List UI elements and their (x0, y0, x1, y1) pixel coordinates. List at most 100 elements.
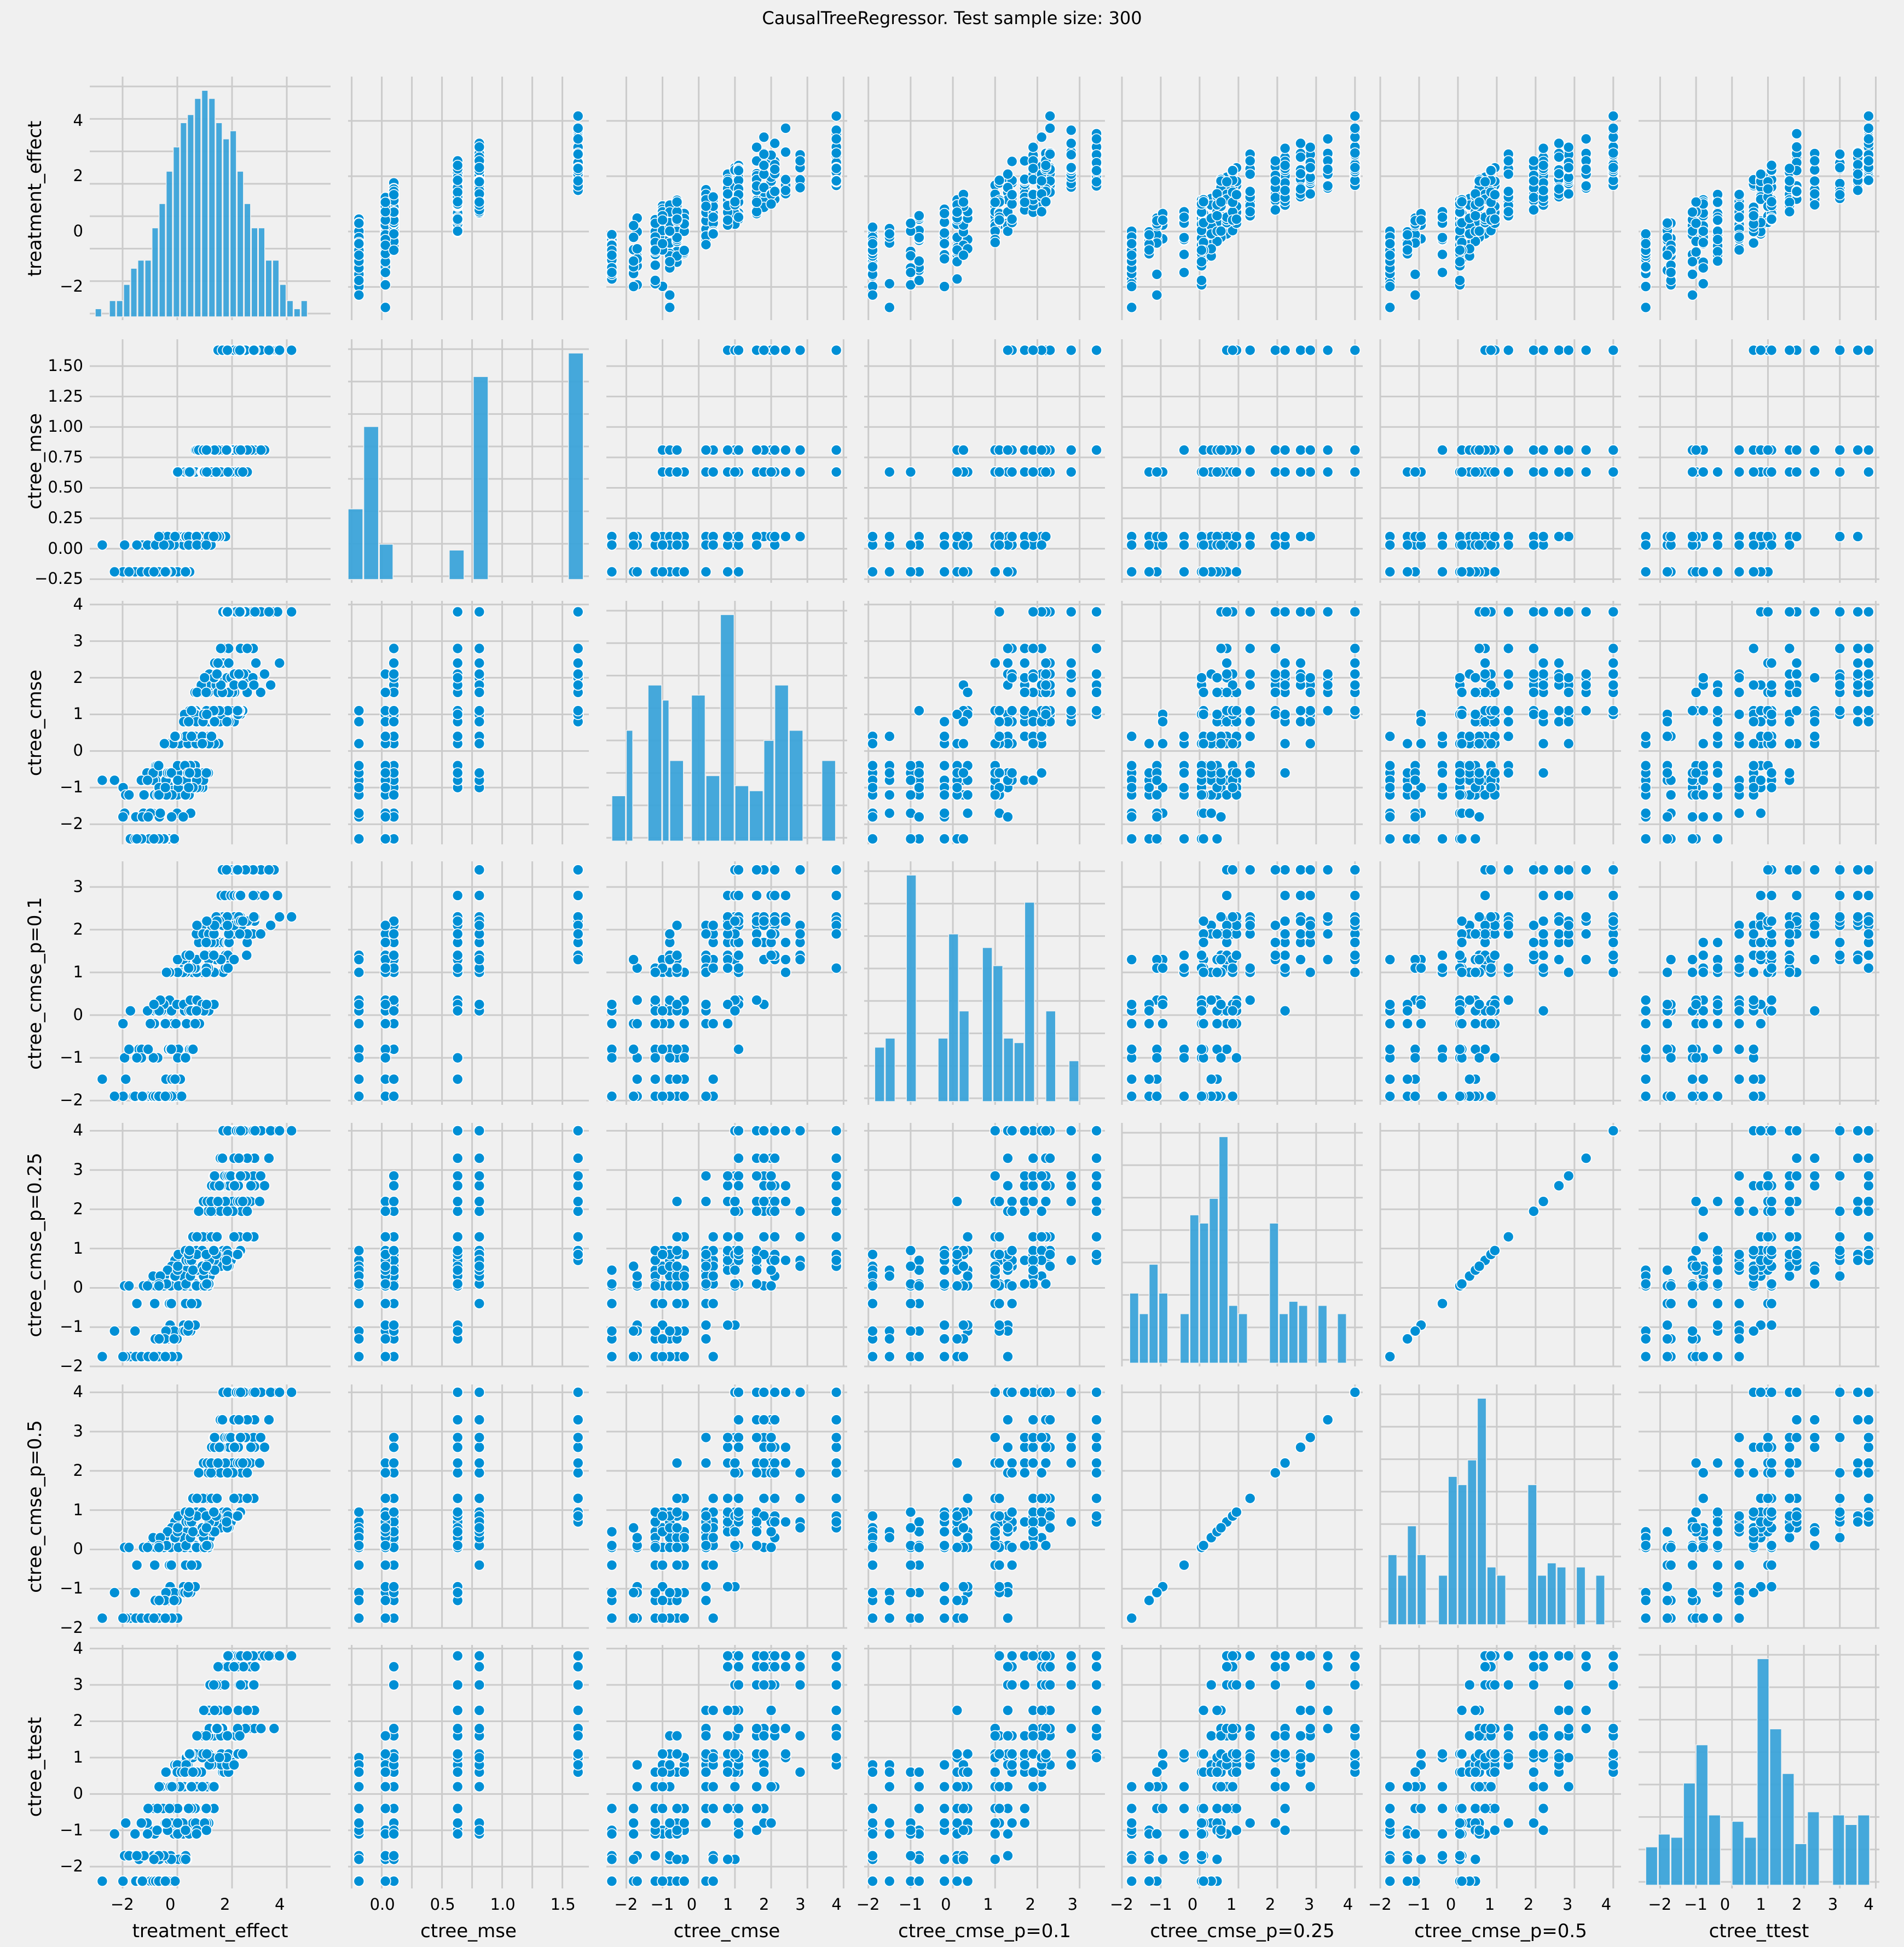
panel-ctree_cmse_p=0.25-vs-ctree_ttest (1639, 1123, 1879, 1367)
panel-ctree_cmse_p=0.5-vs-treatment_effect (90, 1384, 331, 1629)
histogram-bar (1438, 1574, 1448, 1625)
panel-ctree_cmse-vs-ctree_mse (348, 601, 589, 845)
x-axis-label: treatment_effect (132, 1920, 288, 1942)
y-tick-label: −1 (60, 1048, 83, 1067)
y-tick-label: 1 (73, 1238, 83, 1258)
x-tick-label: 3 (795, 1895, 806, 1914)
y-tick-label: 0.75 (48, 447, 83, 466)
x-tick-label: 2 (1025, 1895, 1035, 1914)
panel-ctree_cmse_p=0.5-vs-ctree_mse (348, 1384, 589, 1629)
histogram-bar (363, 426, 379, 580)
panel-ctree_ttest-vs-ctree_cmse_p=0.25 (1121, 1645, 1363, 1888)
x-tick-label: 0.0 (369, 1895, 395, 1914)
histogram-bar (1179, 1313, 1190, 1364)
histogram-bar (1337, 1313, 1347, 1364)
y-tick-label: 3 (73, 877, 83, 896)
histogram-bar (236, 171, 244, 317)
x-tick-label: 4 (1601, 1895, 1612, 1914)
panel-ctree_cmse_p=0.1-vs-ctree_cmse_p=0.5 (1379, 861, 1621, 1105)
histogram-bar (1269, 1222, 1279, 1364)
x-tick-label: −2 (1368, 1895, 1392, 1914)
x-tick-label: 0 (941, 1895, 951, 1914)
histogram-bar (251, 227, 258, 317)
histogram-bar (1387, 1554, 1398, 1625)
histogram-bar (647, 685, 662, 842)
y-axis-label: ctree_ttest (24, 1717, 46, 1817)
x-tick-label: 1 (1226, 1895, 1237, 1914)
panel-ctree_ttest-vs-ctree_mse (348, 1645, 589, 1888)
x-tick-label: 4 (831, 1895, 842, 1914)
panel-ctree_cmse_p=0.5-vs-ctree_cmse (606, 1384, 847, 1629)
panel-ctree_ttest-vs-treatment_effect (90, 1645, 331, 1888)
panel-ctree_mse-vs-ctree_cmse_p=0.5 (1379, 339, 1621, 583)
histogram-bar (449, 549, 465, 580)
x-tick-label: 3 (1304, 1895, 1315, 1914)
histogram-bar (172, 146, 180, 317)
histogram-bar (222, 138, 230, 317)
histogram-bar (258, 227, 265, 317)
x-tick-label: 1.5 (550, 1895, 576, 1914)
panel-ctree_cmse-vs-ctree_cmse_p=0.1 (864, 601, 1105, 845)
histogram-bar (992, 965, 1003, 1102)
histogram-bar (691, 694, 706, 842)
histogram-bar (749, 790, 764, 842)
histogram-bar (669, 760, 684, 842)
histogram-bar (874, 1046, 885, 1102)
histogram-bar (473, 376, 489, 580)
y-axis-label: ctree_cmse_p=0.25 (24, 1152, 46, 1337)
histogram-bar (165, 171, 173, 317)
x-tick-label: −1 (650, 1895, 674, 1914)
x-tick-label: 1 (1756, 1895, 1766, 1914)
y-tick-label: −2 (60, 814, 83, 833)
x-axis-label: ctree_cmse_p=0.1 (898, 1920, 1071, 1942)
x-tick-label: 3 (1067, 1895, 1078, 1914)
histogram-bar (1024, 902, 1035, 1102)
y-tick-label: −1 (60, 1579, 83, 1598)
y-tick-label: 4 (73, 1638, 83, 1658)
histogram-bar (300, 300, 308, 317)
y-tick-label: 2 (73, 166, 83, 186)
histogram-bar (180, 122, 187, 317)
x-tick-label: 1.0 (490, 1895, 516, 1914)
histogram-bar (1683, 1782, 1696, 1886)
histogram-bar (109, 300, 117, 317)
y-tick-label: 1 (73, 1500, 83, 1519)
histogram-bar (1576, 1566, 1586, 1625)
histogram-bar (1278, 1313, 1289, 1364)
y-axis-label: ctree_mse (24, 413, 46, 509)
y-tick-label: 1.25 (48, 386, 83, 405)
x-tick-label: 4 (275, 1895, 285, 1914)
y-tick-label: 0.00 (48, 538, 83, 558)
histogram-bar (1527, 1484, 1537, 1625)
y-tick-label: −2 (60, 1357, 83, 1375)
histogram-bar (379, 543, 393, 580)
histogram-bar (1496, 1574, 1506, 1625)
y-tick-label: 4 (73, 594, 83, 613)
histogram-bar (152, 227, 159, 317)
histogram-bar (123, 284, 131, 317)
y-tick-label: 2 (73, 1461, 83, 1480)
histogram-bar (1397, 1574, 1407, 1625)
histogram-bar (1407, 1525, 1417, 1625)
x-tick-label: 2 (1523, 1895, 1534, 1914)
histogram-bar (568, 352, 584, 580)
x-tick-label: 1 (983, 1895, 993, 1914)
x-tick-label: 3 (1827, 1895, 1838, 1914)
histogram-bar (1317, 1305, 1328, 1364)
panel-ctree_mse-vs-ctree_ttest (1639, 339, 1879, 583)
x-tick-label: 4 (1342, 1895, 1353, 1914)
panel-ctree_cmse_p=0.5-vs-ctree_cmse_p=0.25 (1121, 1384, 1363, 1629)
panel-treatment_effect-vs-ctree_ttest (1639, 77, 1879, 320)
histogram-bar (194, 98, 201, 317)
panel-ctree_cmse-vs-treatment_effect (90, 601, 331, 845)
panel-ctree_cmse_p=0.1-vs-ctree_cmse_p=0.1 (864, 861, 1105, 1105)
x-axis-label: ctree_ttest (1709, 1920, 1809, 1942)
histogram-bar (1595, 1574, 1605, 1625)
histogram-bar (1477, 1398, 1487, 1625)
panel-treatment_effect-vs-ctree_mse (348, 77, 589, 320)
y-tick-label: −1 (60, 1820, 83, 1839)
histogram-bar (144, 259, 152, 317)
panel-ctree_mse-vs-treatment_effect (90, 339, 331, 583)
x-axis-label: ctree_cmse_p=0.25 (1150, 1920, 1335, 1942)
histogram-bar (1731, 1821, 1744, 1886)
